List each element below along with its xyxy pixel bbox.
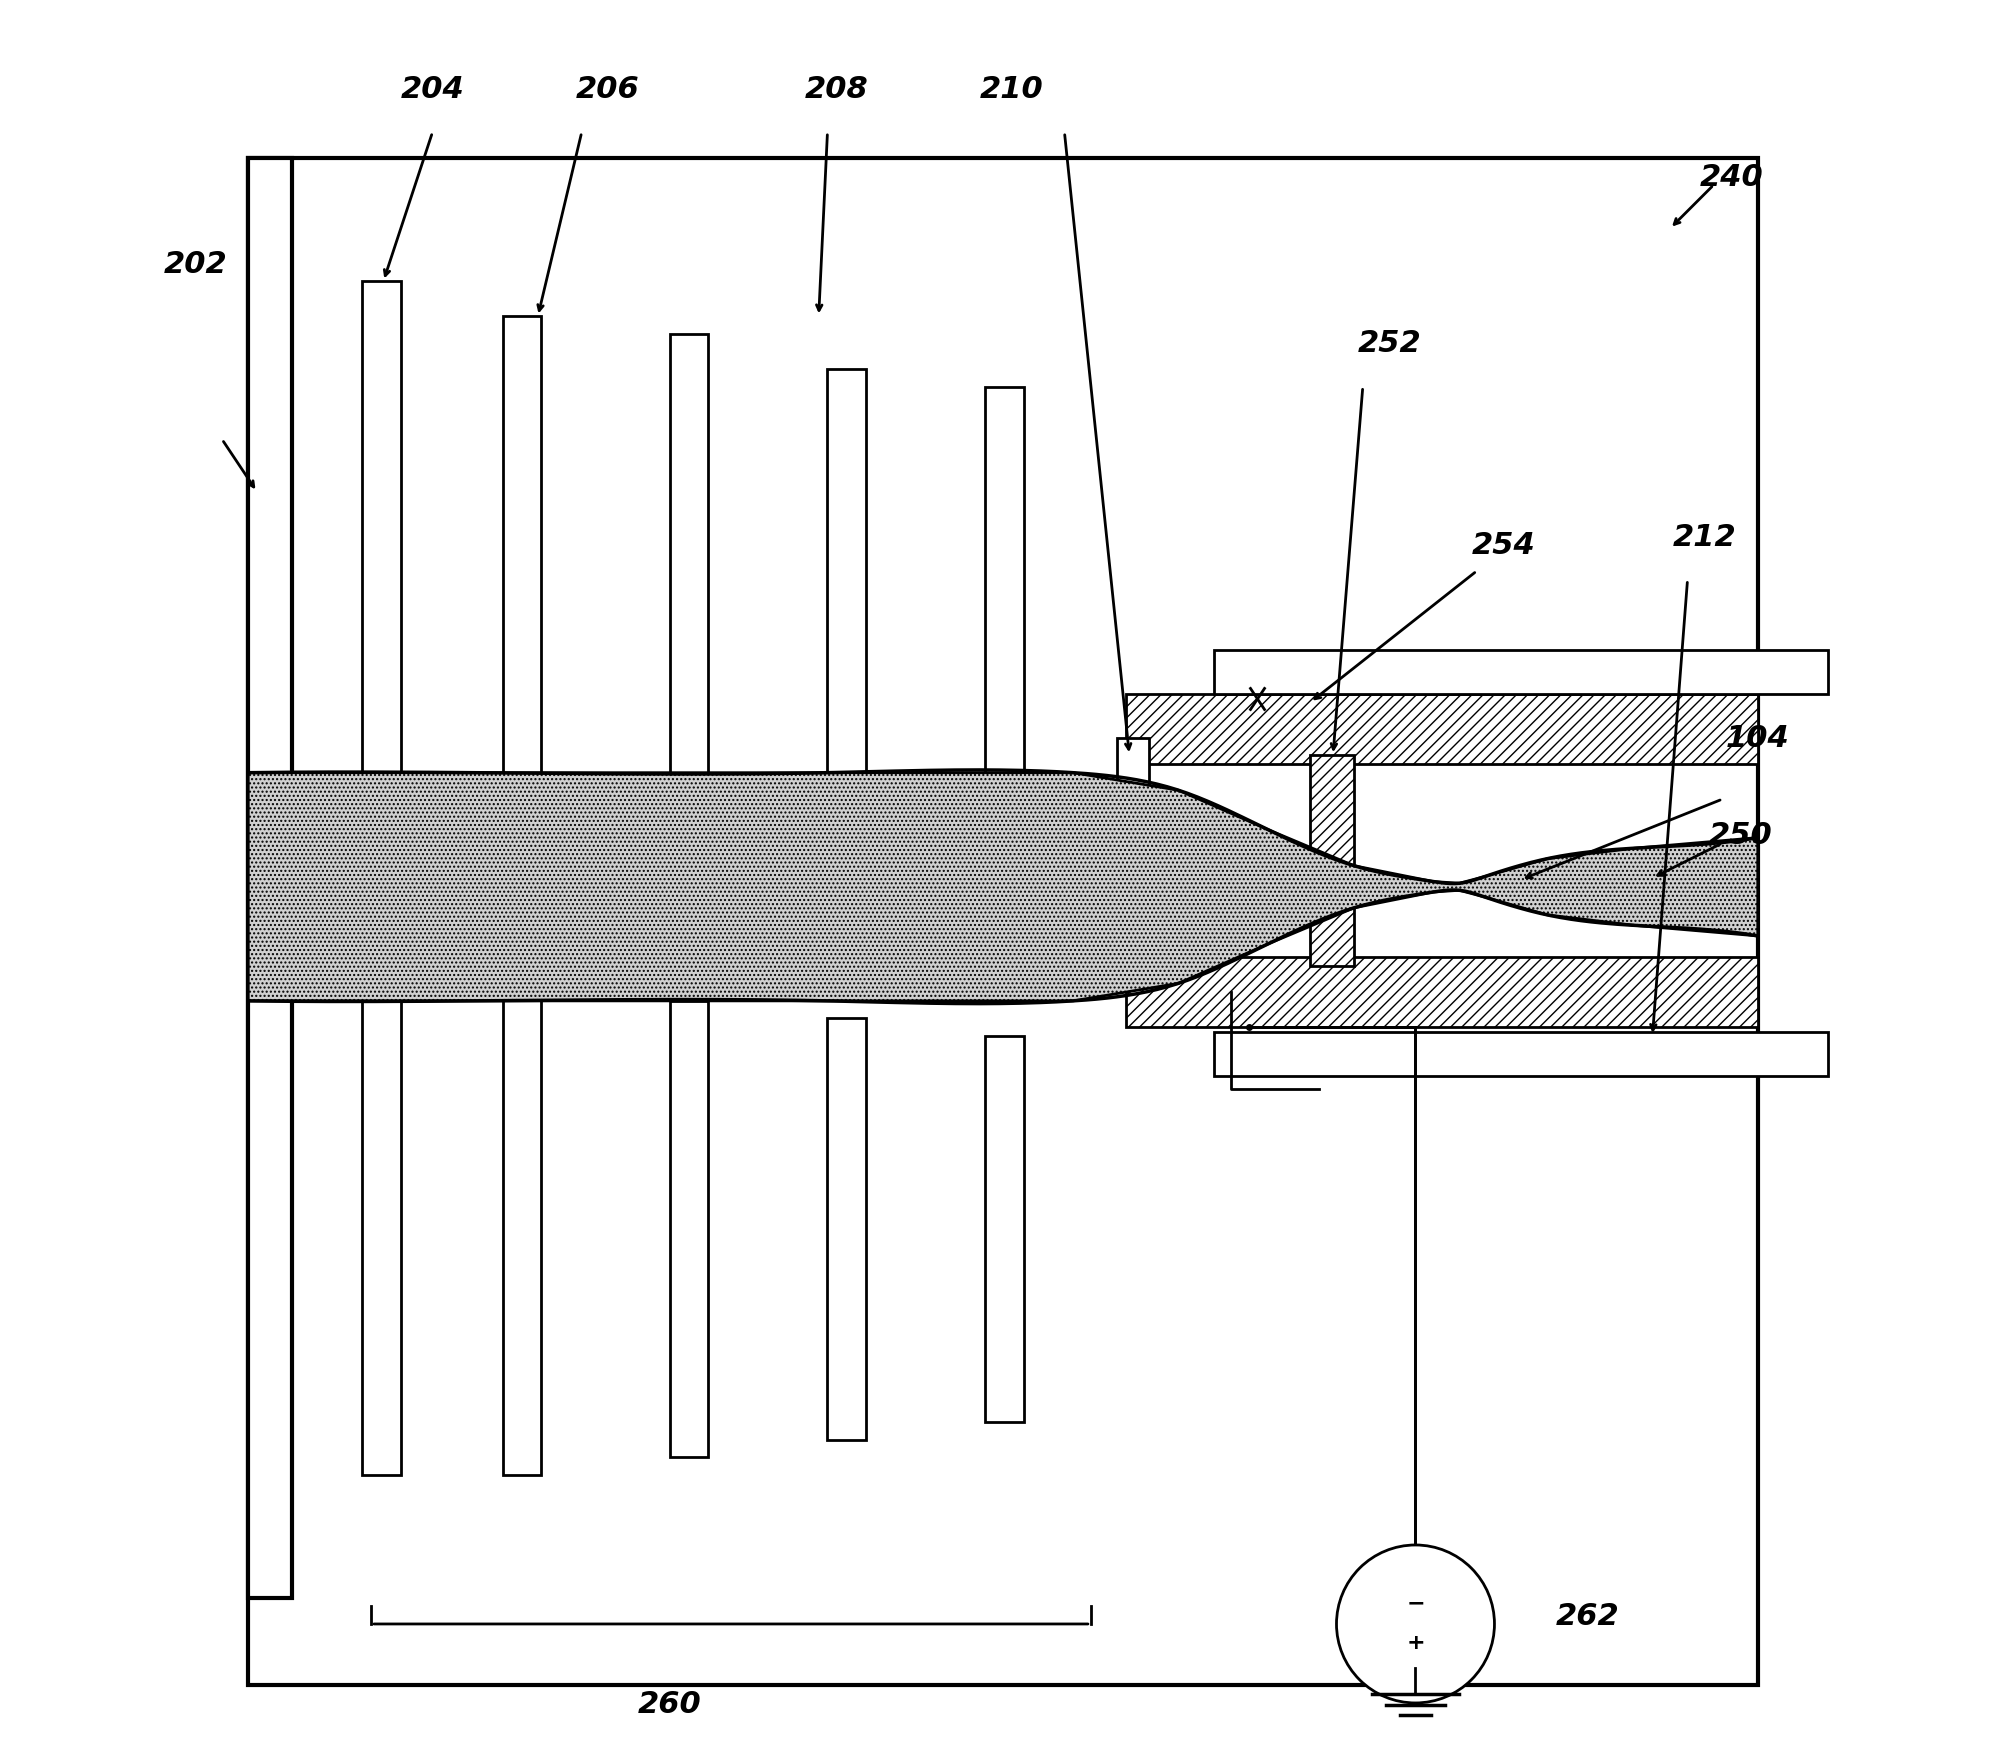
Bar	[1125, 694, 1756, 764]
Bar	[249, 160, 293, 1597]
Bar	[984, 1037, 1023, 1423]
Text: 104: 104	[1724, 724, 1788, 754]
Bar	[1213, 650, 1827, 694]
Text: 208: 208	[804, 76, 868, 104]
Text: 206: 206	[575, 76, 640, 104]
Text: 254: 254	[1470, 531, 1534, 560]
Bar	[670, 1001, 708, 1457]
Bar	[828, 369, 866, 791]
Text: 252: 252	[1357, 329, 1420, 358]
Bar	[249, 160, 1756, 1685]
Text: 262: 262	[1556, 1601, 1618, 1630]
Bar	[249, 160, 281, 1597]
Bar	[984, 387, 1023, 773]
Bar	[363, 949, 401, 1474]
Bar	[670, 334, 708, 791]
Text: 204: 204	[401, 76, 465, 104]
Text: +: +	[1406, 1632, 1424, 1652]
Bar	[828, 1019, 866, 1439]
Bar	[503, 984, 541, 1474]
Text: 202: 202	[164, 249, 227, 279]
Text: 210: 210	[978, 76, 1043, 104]
Bar	[1125, 958, 1756, 1028]
Text: 212: 212	[1672, 522, 1736, 552]
Bar	[1309, 756, 1353, 966]
Bar	[1117, 738, 1149, 949]
Polygon shape	[249, 773, 1756, 1001]
Text: 260: 260	[638, 1688, 702, 1718]
Bar	[363, 283, 401, 808]
Circle shape	[1335, 1544, 1494, 1703]
Bar	[1213, 1033, 1827, 1077]
Text: −: −	[1406, 1594, 1424, 1613]
Bar	[503, 318, 541, 808]
Text: 240: 240	[1698, 163, 1762, 192]
Text: 250: 250	[1708, 821, 1770, 849]
